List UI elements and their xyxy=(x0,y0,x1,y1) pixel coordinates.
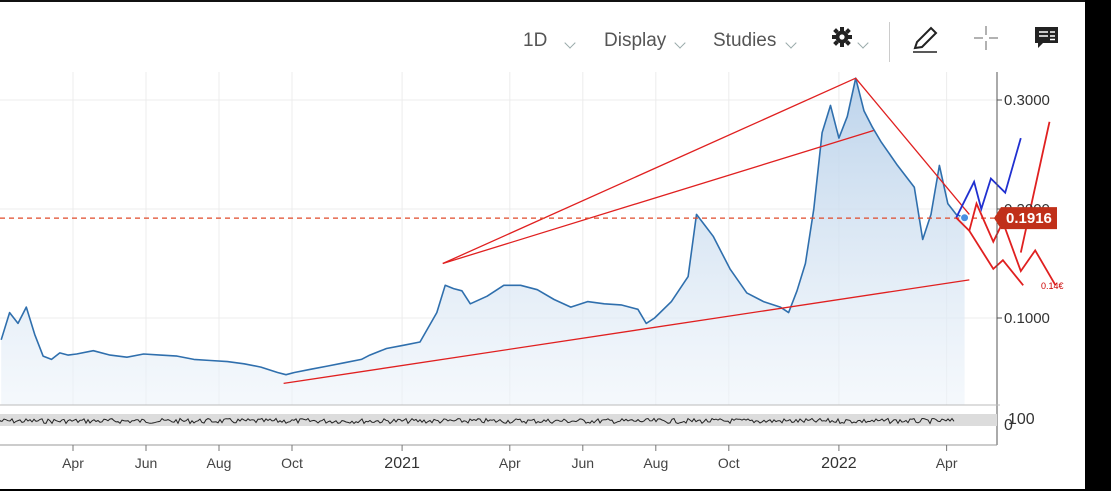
x-tick-label: Jun xyxy=(135,455,158,471)
price-badge-shape xyxy=(994,207,1057,230)
x-tick-label: Oct xyxy=(718,455,740,471)
pencil-icon[interactable] xyxy=(910,24,940,54)
x-tick-label: Oct xyxy=(281,455,303,471)
last-price-label: 0.1916 xyxy=(1006,210,1052,227)
last-price-badge: 0.1916 xyxy=(994,207,1057,230)
price-area xyxy=(0,77,965,405)
interval-selector[interactable]: 1D xyxy=(523,30,548,51)
x-tick-label: 2022 xyxy=(821,455,857,472)
projection-blue xyxy=(955,137,1022,219)
target-annotation: 0.14€ xyxy=(1041,281,1064,291)
top-border xyxy=(0,0,1085,2)
indicator-band xyxy=(0,414,997,426)
lower-indicator-panel: 1000 xyxy=(0,404,1035,434)
studies-menu[interactable]: Studies xyxy=(713,30,777,51)
display-menu[interactable]: Display xyxy=(604,30,667,51)
price-line xyxy=(0,77,965,376)
projection-red xyxy=(1019,121,1051,253)
trendline xyxy=(283,279,970,385)
indicator-label-0: 0 xyxy=(1004,417,1013,434)
trendline xyxy=(855,77,970,215)
x-tick-label: Jun xyxy=(572,455,595,471)
projection-lines: 0.14€ xyxy=(955,121,1064,291)
projection-red xyxy=(955,200,1057,286)
comment-icon[interactable] xyxy=(1033,24,1061,52)
trendline xyxy=(442,129,874,265)
x-tick-label: Aug xyxy=(207,455,232,471)
trendline xyxy=(442,77,856,265)
trendlines xyxy=(0,77,997,385)
x-tick-label: Apr xyxy=(499,455,521,471)
price-area-fill xyxy=(1,78,965,405)
indicator-label-100: 100 xyxy=(1008,411,1035,428)
chevron-down-icon[interactable] xyxy=(674,37,686,49)
chevron-down-icon[interactable] xyxy=(564,37,576,49)
x-tick-label: Apr xyxy=(62,455,84,471)
gear-icon[interactable] xyxy=(830,24,856,50)
x-tick-label: Aug xyxy=(643,455,668,471)
price-chart[interactable]: 0.14€ Apr Jun Aug Oct 2021 Apr Jun Aug Oct 2022 Ap… xyxy=(0,0,1085,489)
x-tick-label: 2021 xyxy=(384,455,420,472)
chevron-down-icon[interactable] xyxy=(785,37,797,49)
chevron-down-icon[interactable] xyxy=(857,37,869,49)
y-tick-label: 0.3000 xyxy=(1004,92,1050,109)
chart-window: 0.14€ Apr Jun Aug Oct 2021 Apr Jun Aug Oct 2022 Ap… xyxy=(0,0,1085,489)
toolbar-divider xyxy=(889,22,890,62)
x-tick-label: Apr xyxy=(936,455,958,471)
projection-red xyxy=(968,230,1024,286)
crosshair-icon[interactable] xyxy=(972,24,1000,52)
indicator-line xyxy=(0,417,955,425)
y-tick-label: 0.1000 xyxy=(1004,310,1050,327)
chart-toolbar: 1D Display Studies xyxy=(0,2,1085,68)
last-price-dot xyxy=(960,213,970,223)
